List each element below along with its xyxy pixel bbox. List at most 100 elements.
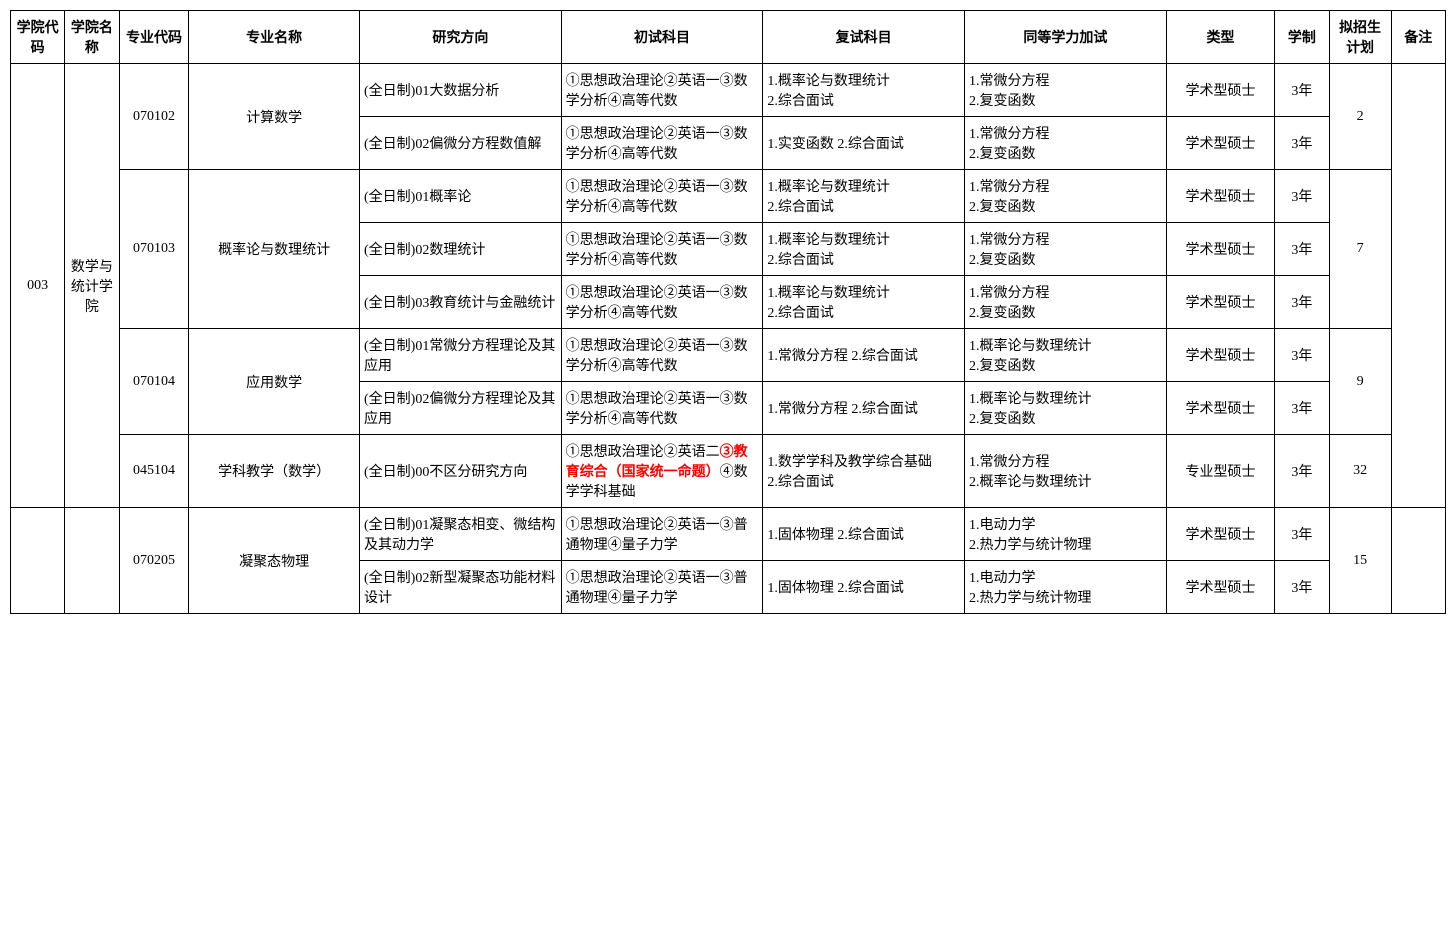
table-row: 070104 应用数学 (全日制)01常微分方程理论及其应用 ①思想政治理论②英… xyxy=(11,329,1446,382)
extra: 1.常微分方程2.复变函数 xyxy=(965,170,1167,223)
col-header: 类型 xyxy=(1166,11,1275,64)
reexam: 1.概率论与数理统计2.综合面试 xyxy=(763,64,965,117)
direction: (全日制)02偏微分方程数值解 xyxy=(360,117,562,170)
table-row: 003 数学与统计学院 070102 计算数学 (全日制)01大数据分析 ①思想… xyxy=(11,64,1446,117)
degree-type: 学术型硕士 xyxy=(1166,170,1275,223)
table-row: 070205 凝聚态物理 (全日制)01凝聚态相变、微结构及其动力学 ①思想政治… xyxy=(11,508,1446,561)
quota: 9 xyxy=(1329,329,1391,435)
reexam: 1.概率论与数理统计2.综合面试 xyxy=(763,276,965,329)
preliminary: ①思想政治理论②英语一③数学分析④高等代数 xyxy=(561,117,763,170)
preliminary: ①思想政治理论②英语一③数学分析④高等代数 xyxy=(561,329,763,382)
remark xyxy=(1391,508,1445,614)
duration: 3年 xyxy=(1275,329,1329,382)
direction: (全日制)02数理统计 xyxy=(360,223,562,276)
reexam: 1.概率论与数理统计2.综合面试 xyxy=(763,223,965,276)
catalog-table: 学院代码 学院名称 专业代码 专业名称 研究方向 初试科目 复试科目 同等学力加… xyxy=(10,10,1446,614)
extra: 1.常微分方程2.复变函数 xyxy=(965,117,1167,170)
reexam: 1.固体物理 2.综合面试 xyxy=(763,561,965,614)
major-name: 计算数学 xyxy=(189,64,360,170)
reexam: 1.概率论与数理统计2.综合面试 xyxy=(763,170,965,223)
major-name: 概率论与数理统计 xyxy=(189,170,360,329)
major-code: 045104 xyxy=(119,435,189,508)
col-header: 专业名称 xyxy=(189,11,360,64)
degree-type: 学术型硕士 xyxy=(1166,382,1275,435)
degree-type: 学术型硕士 xyxy=(1166,561,1275,614)
direction: (全日制)01大数据分析 xyxy=(360,64,562,117)
preliminary: ①思想政治理论②英语一③数学分析④高等代数 xyxy=(561,170,763,223)
degree-type: 学术型硕士 xyxy=(1166,223,1275,276)
col-header: 学院代码 xyxy=(11,11,65,64)
extra: 1.常微分方程2.复变函数 xyxy=(965,276,1167,329)
preliminary: ①思想政治理论②英语一③数学分析④高等代数 xyxy=(561,64,763,117)
table-row: 070103 概率论与数理统计 (全日制)01概率论 ①思想政治理论②英语一③数… xyxy=(11,170,1446,223)
major-name: 学科教学（数学） xyxy=(189,435,360,508)
college-name xyxy=(65,508,119,614)
major-code: 070103 xyxy=(119,170,189,329)
preliminary: ①思想政治理论②英语一③数学分析④高等代数 xyxy=(561,276,763,329)
col-header: 研究方向 xyxy=(360,11,562,64)
reexam: 1.固体物理 2.综合面试 xyxy=(763,508,965,561)
major-name: 应用数学 xyxy=(189,329,360,435)
quota: 32 xyxy=(1329,435,1391,508)
major-code: 070102 xyxy=(119,64,189,170)
extra: 1.常微分方程2.复变函数 xyxy=(965,223,1167,276)
degree-type: 学术型硕士 xyxy=(1166,276,1275,329)
table-row: 045104 学科教学（数学） (全日制)00不区分研究方向 ①思想政治理论②英… xyxy=(11,435,1446,508)
col-header: 学院名称 xyxy=(65,11,119,64)
direction: (全日制)01常微分方程理论及其应用 xyxy=(360,329,562,382)
college-code xyxy=(11,508,65,614)
direction: (全日制)00不区分研究方向 xyxy=(360,435,562,508)
reexam: 1.常微分方程 2.综合面试 xyxy=(763,329,965,382)
col-header: 同等学力加试 xyxy=(965,11,1167,64)
col-header: 初试科目 xyxy=(561,11,763,64)
col-header: 备注 xyxy=(1391,11,1445,64)
degree-type: 专业型硕士 xyxy=(1166,435,1275,508)
duration: 3年 xyxy=(1275,382,1329,435)
extra: 1.概率论与数理统计2.复变函数 xyxy=(965,329,1167,382)
duration: 3年 xyxy=(1275,223,1329,276)
college-name: 数学与统计学院 xyxy=(65,64,119,508)
duration: 3年 xyxy=(1275,561,1329,614)
duration: 3年 xyxy=(1275,64,1329,117)
major-name: 凝聚态物理 xyxy=(189,508,360,614)
college-code: 003 xyxy=(11,64,65,508)
direction: (全日制)03教育统计与金融统计 xyxy=(360,276,562,329)
quota: 7 xyxy=(1329,170,1391,329)
duration: 3年 xyxy=(1275,276,1329,329)
direction: (全日制)02新型凝聚态功能材料设计 xyxy=(360,561,562,614)
col-header: 学制 xyxy=(1275,11,1329,64)
direction: (全日制)01概率论 xyxy=(360,170,562,223)
major-code: 070205 xyxy=(119,508,189,614)
preliminary: ①思想政治理论②英语一③普通物理④量子力学 xyxy=(561,508,763,561)
extra: 1.概率论与数理统计2.复变函数 xyxy=(965,382,1167,435)
duration: 3年 xyxy=(1275,117,1329,170)
duration: 3年 xyxy=(1275,170,1329,223)
direction: (全日制)02偏微分方程理论及其应用 xyxy=(360,382,562,435)
preliminary: ①思想政治理论②英语一③普通物理④量子力学 xyxy=(561,561,763,614)
extra: 1.常微分方程2.概率论与数理统计 xyxy=(965,435,1167,508)
extra: 1.常微分方程2.复变函数 xyxy=(965,64,1167,117)
col-header: 复试科目 xyxy=(763,11,965,64)
col-header: 专业代码 xyxy=(119,11,189,64)
duration: 3年 xyxy=(1275,508,1329,561)
reexam: 1.数学学科及教学综合基础2.综合面试 xyxy=(763,435,965,508)
direction: (全日制)01凝聚态相变、微结构及其动力学 xyxy=(360,508,562,561)
major-code: 070104 xyxy=(119,329,189,435)
reexam: 1.实变函数 2.综合面试 xyxy=(763,117,965,170)
degree-type: 学术型硕士 xyxy=(1166,329,1275,382)
header-row: 学院代码 学院名称 专业代码 专业名称 研究方向 初试科目 复试科目 同等学力加… xyxy=(11,11,1446,64)
duration: 3年 xyxy=(1275,435,1329,508)
quota: 2 xyxy=(1329,64,1391,170)
degree-type: 学术型硕士 xyxy=(1166,64,1275,117)
reexam: 1.常微分方程 2.综合面试 xyxy=(763,382,965,435)
extra: 1.电动力学2.热力学与统计物理 xyxy=(965,508,1167,561)
preliminary: ①思想政治理论②英语一③数学分析④高等代数 xyxy=(561,223,763,276)
preliminary: ①思想政治理论②英语一③数学分析④高等代数 xyxy=(561,382,763,435)
degree-type: 学术型硕士 xyxy=(1166,508,1275,561)
quota: 15 xyxy=(1329,508,1391,614)
remark xyxy=(1391,64,1445,508)
degree-type: 学术型硕士 xyxy=(1166,117,1275,170)
extra: 1.电动力学2.热力学与统计物理 xyxy=(965,561,1167,614)
col-header: 拟招生计划 xyxy=(1329,11,1391,64)
preliminary: ①思想政治理论②英语二③教育综合（国家统一命题）④数学学科基础 xyxy=(561,435,763,508)
